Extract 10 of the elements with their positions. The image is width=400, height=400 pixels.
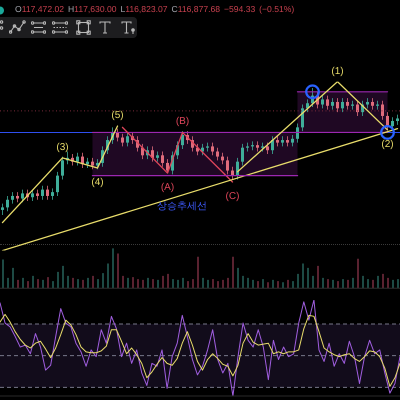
annotation: (2) [380,138,395,150]
annotation: (3) [55,142,70,153]
annotation: (B) [174,116,190,128]
chart-title: O117,472.02 H117,630.00 L116,823.07 C116,877.68 −594.33 (−0.51%) [15,4,294,14]
annotation: (4) [90,177,105,188]
annotation: (C) [224,190,240,202]
annotation: (1) [330,66,345,77]
annotation: (5) [110,110,125,122]
series-label: 상승추세선 [157,201,207,213]
annotation: (A) [160,182,176,194]
